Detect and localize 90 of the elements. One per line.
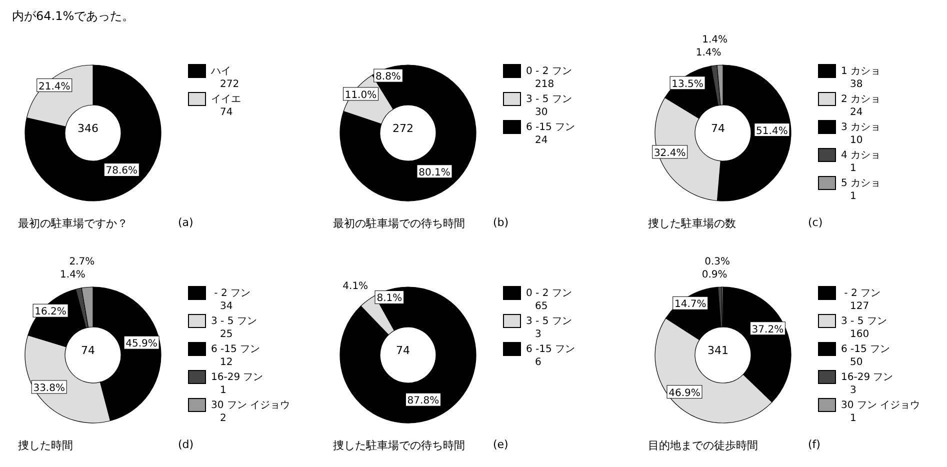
text: 最初の駐車場での待ち時間: [333, 216, 465, 231]
legend-label: 6 -15 フン: [211, 342, 260, 356]
text: 34: [219, 300, 234, 313]
text: 341: [708, 344, 728, 357]
data-label: 78.6%: [106, 166, 138, 177]
data-label: 80.1%: [418, 167, 450, 178]
text: (c): [808, 216, 823, 229]
legend-label: 4 カショ: [841, 148, 881, 162]
legend-label: 0 - 2 フン: [526, 64, 572, 78]
data-label: 37.2%: [752, 324, 784, 336]
legend-label: 3 - 5 フン: [526, 314, 572, 328]
legend-label: 30 フン イジョウ: [211, 398, 290, 412]
data-label: 51.4%: [756, 126, 788, 137]
text: 74: [81, 344, 95, 357]
text: 最初の駐車場ですか？: [18, 216, 128, 231]
text: 24: [534, 134, 549, 147]
text: 74: [396, 344, 410, 357]
text: 346: [78, 122, 98, 135]
data-label: 8.8%: [376, 72, 401, 83]
text: 160: [849, 328, 870, 341]
text: 12: [219, 356, 234, 369]
text: 74: [711, 122, 725, 135]
data-label: 8.1%: [376, 293, 402, 304]
data-label: 0.3%: [704, 256, 730, 268]
legend-label: 6 -15 フン: [526, 342, 576, 356]
text: 目的地までの徒歩時間: [648, 438, 758, 453]
text: 127: [849, 300, 870, 313]
text: (a): [178, 216, 194, 229]
data-label: 32.4%: [654, 148, 686, 159]
text: 74: [219, 106, 234, 119]
text: 50: [849, 356, 864, 369]
data-label: 87.8%: [407, 396, 440, 407]
text: 218: [534, 78, 556, 91]
text: 2: [219, 412, 228, 425]
text: 25: [219, 328, 234, 341]
text: 272: [392, 122, 414, 135]
legend-label: 0 - 2 フン: [526, 286, 572, 300]
text: 1: [219, 384, 228, 397]
legend-label: 1 カショ: [841, 64, 881, 78]
text: 1: [849, 162, 858, 175]
data-label: 45.9%: [126, 338, 158, 350]
legend-label: 2 カショ: [841, 92, 881, 106]
text: 捜した駐車場での待ち時間: [333, 438, 465, 453]
legend-label: 3 - 5 フン: [841, 314, 887, 328]
text: (b): [493, 216, 509, 229]
text: (d): [178, 438, 194, 451]
data-label: 21.4%: [38, 81, 70, 92]
data-label: 11.0%: [344, 90, 377, 101]
text: 1: [849, 190, 858, 203]
data-label: 16.2%: [34, 306, 66, 318]
legend-label: 6 -15 フン: [526, 120, 576, 134]
data-label: 1.4%: [696, 48, 722, 58]
legend-label: 5 カショ: [841, 176, 881, 190]
donut-slice: [24, 64, 162, 202]
data-label: 14.7%: [674, 299, 706, 310]
legend-label: 6 -15 フン: [841, 342, 890, 356]
data-label: 46.9%: [668, 388, 700, 399]
donut-slice: [340, 64, 476, 202]
data-label: 1.4%: [702, 34, 728, 46]
text: 30: [534, 106, 549, 119]
text: 3: [849, 384, 858, 397]
data-label: 4.1%: [342, 281, 368, 292]
text: 65: [534, 300, 549, 313]
legend-label: 16-29 フン: [841, 370, 894, 384]
text: 272: [219, 78, 240, 91]
legend-label: 30 フン イジョウ: [841, 398, 920, 412]
data-label: 33.8%: [33, 382, 65, 394]
legend-label: イイエ: [211, 92, 241, 106]
data-label: 13.5%: [672, 78, 704, 90]
data-label: 1.4%: [60, 270, 86, 280]
text: 3: [534, 328, 542, 341]
legend-label: 3 カショ: [841, 120, 881, 134]
legend-label: 3 - 5 フン: [526, 92, 572, 106]
legend-label: 3 - 5 フン: [211, 314, 257, 328]
legend-label: 16-29 フン: [211, 370, 264, 384]
text: 捜した駐車場の数: [648, 216, 736, 231]
data-label: 0.9%: [702, 270, 728, 280]
text: 10: [849, 134, 864, 147]
legend-label: ハイ: [211, 64, 231, 78]
text: 6: [534, 356, 542, 369]
text: 38: [849, 78, 864, 91]
text: 捜した時間: [18, 438, 73, 453]
text: 内が64.1%であった。: [12, 8, 134, 25]
text: 1: [849, 412, 858, 425]
text: 24: [849, 106, 864, 119]
legend-label: - 2 フン: [213, 286, 251, 300]
legend-label: - 2 フン: [843, 286, 881, 300]
text: (e): [493, 438, 508, 451]
data-label: 2.7%: [69, 256, 95, 268]
text: (f): [808, 438, 820, 451]
